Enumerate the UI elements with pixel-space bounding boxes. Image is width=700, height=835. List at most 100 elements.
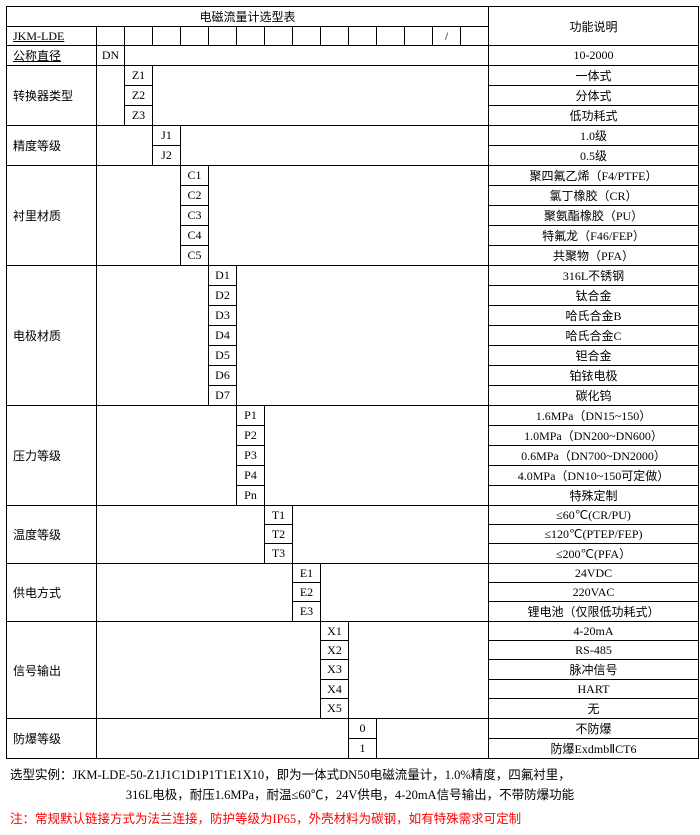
pressure-code: Pn [237,486,265,506]
power-code: E3 [293,602,321,622]
lining-desc: 特氟龙（F46/FEP） [489,226,699,246]
electrode-code: D4 [209,326,237,346]
signal-code: X5 [321,699,349,719]
pressure-code: P1 [237,406,265,426]
signal-code: X4 [321,680,349,699]
pressure-desc: 0.6MPa（DN700~DN2000） [489,446,699,466]
converter-label: 转换器类型 [7,66,97,126]
spacer [321,564,489,622]
signal-label: 信号输出 [7,622,97,719]
code-box [125,27,153,46]
code-slash: / [433,27,461,46]
pressure-code: P4 [237,466,265,486]
desc-header: 功能说明 [489,7,699,46]
code-box [461,27,489,46]
lining-desc: 氯丁橡胶（CR） [489,186,699,206]
lining-label: 衬里材质 [7,166,97,266]
code-box [265,27,293,46]
code-box [237,27,265,46]
accuracy-code: J2 [153,146,181,166]
power-desc: 锂电池（仅限低功耗式） [489,602,699,622]
lining-desc: 聚氨酯橡胶（PU） [489,206,699,226]
accuracy-label: 精度等级 [7,126,97,166]
accuracy-desc: 0.5级 [489,146,699,166]
code-box [321,27,349,46]
notes-example-1: 选型实例：JKM-LDE-50-Z1J1C1D1P1T1E1X10，即为一体式D… [10,765,690,785]
pressure-desc: 1.6MPa（DN15~150） [489,406,699,426]
converter-code: Z2 [125,86,153,106]
power-code: E2 [293,583,321,602]
spacer [125,46,489,66]
lining-code: C3 [181,206,209,226]
spacer [97,719,349,759]
power-desc: 24VDC [489,564,699,583]
electrode-code: D6 [209,366,237,386]
spacer [97,66,125,126]
electrode-code: D1 [209,266,237,286]
pressure-desc: 1.0MPa（DN200~DN600） [489,426,699,446]
lining-code: C4 [181,226,209,246]
temperature-desc: ≤120℃(PTEP/FEP) [489,525,699,544]
selection-table: 电磁流量计选型表 功能说明 JKM-LDE / 公称直径 DN 10-2000 … [6,6,699,759]
explosion-desc: 不防爆 [489,719,699,739]
temperature-label: 温度等级 [7,506,97,564]
explosion-label: 防爆等级 [7,719,97,759]
explosion-code: 1 [349,739,377,759]
spacer [97,126,153,166]
notes-block: 选型实例：JKM-LDE-50-Z1J1C1D1P1T1E1X10，即为一体式D… [6,765,694,829]
signal-desc: 无 [489,699,699,719]
electrode-desc: 哈氏合金C [489,326,699,346]
explosion-code: 0 [349,719,377,739]
spacer [97,266,209,406]
table-title: 电磁流量计选型表 [7,7,489,27]
code-box [153,27,181,46]
temperature-desc: ≤200℃(PFA） [489,544,699,564]
electrode-desc: 钽合金 [489,346,699,366]
signal-desc: 脉冲信号 [489,660,699,680]
electrode-desc: 316L不锈钢 [489,266,699,286]
converter-desc: 分体式 [489,86,699,106]
spacer [265,406,489,506]
electrode-code: D5 [209,346,237,366]
signal-code: X2 [321,641,349,660]
signal-code: X1 [321,622,349,641]
code-box [349,27,377,46]
spacer [97,564,293,622]
explosion-desc: 防爆ExdmbⅡCT6 [489,739,699,759]
pressure-desc: 4.0MPa（DN10~150可定做） [489,466,699,486]
lining-code: C5 [181,246,209,266]
electrode-code: D7 [209,386,237,406]
temperature-code: T1 [265,506,293,525]
code-box [405,27,433,46]
lining-desc: 共聚物（PFA） [489,246,699,266]
dn-desc: 10-2000 [489,46,699,66]
electrode-label: 电极材质 [7,266,97,406]
spacer [209,166,489,266]
spacer [237,266,489,406]
electrode-desc: 哈氏合金B [489,306,699,326]
temperature-desc: ≤60℃(CR/PU) [489,506,699,525]
signal-desc: HART [489,680,699,699]
converter-desc: 一体式 [489,66,699,86]
pressure-label: 压力等级 [7,406,97,506]
accuracy-code: J1 [153,126,181,146]
spacer [349,622,489,719]
notes-example-2: 316L电极，耐压1.6MPa，耐温≤60℃，24V供电，4-20mA信号输出，… [10,785,690,805]
dn-label: 公称直径 [7,46,97,66]
pressure-code: P2 [237,426,265,446]
power-desc: 220VAC [489,583,699,602]
code-box [181,27,209,46]
accuracy-desc: 1.0级 [489,126,699,146]
code-box [293,27,321,46]
pressure-desc: 特殊定制 [489,486,699,506]
lining-code: C2 [181,186,209,206]
spacer [153,66,489,126]
electrode-desc: 碳化钨 [489,386,699,406]
spacer [293,506,489,564]
power-code: E1 [293,564,321,583]
electrode-desc: 铂铱电极 [489,366,699,386]
spacer [97,166,181,266]
pressure-code: P3 [237,446,265,466]
signal-code: X3 [321,660,349,680]
spacer [97,406,237,506]
